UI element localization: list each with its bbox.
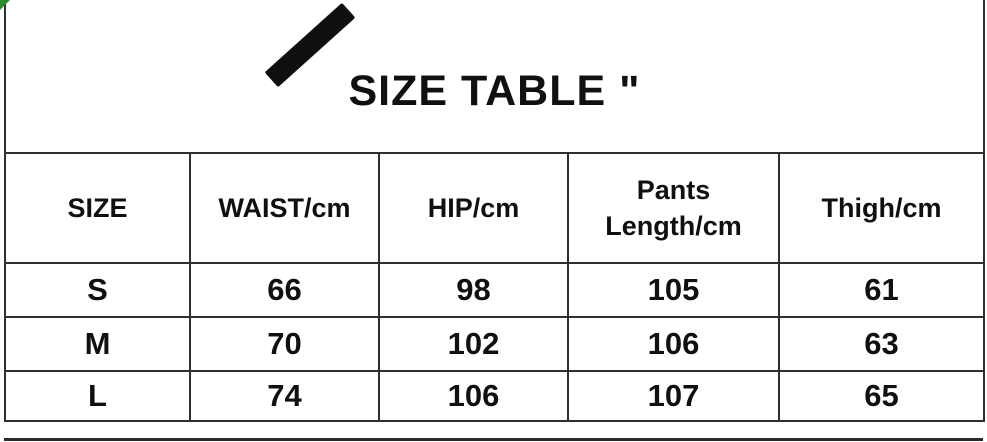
corner-accent-triangle xyxy=(0,0,10,10)
cell-size: L xyxy=(4,370,191,422)
cell-pants-length: 105 xyxy=(567,262,780,318)
cell-size: M xyxy=(4,316,191,372)
column-header-hip: HIP/cm xyxy=(378,152,569,264)
cell-thigh: 61 xyxy=(778,262,985,318)
column-header-waist: WAIST/cm xyxy=(189,152,380,264)
cell-hip: 106 xyxy=(378,370,569,422)
size-table: SIZE TABLE " SIZE WAIST/cm HIP/cm Pants … xyxy=(4,0,985,422)
cell-waist: 70 xyxy=(189,316,380,372)
table-row-s: S 66 98 105 61 xyxy=(4,262,985,318)
table-row-m: M 70 102 106 63 xyxy=(4,316,985,372)
column-header-thigh: Thigh/cm xyxy=(778,152,985,264)
column-header-row: SIZE WAIST/cm HIP/cm Pants Length/cm Thi… xyxy=(4,152,985,264)
cell-thigh: 63 xyxy=(778,316,985,372)
pen-stroke-icon xyxy=(264,2,356,88)
bottom-frame-line xyxy=(4,438,983,441)
cell-pants-length: 106 xyxy=(567,316,780,372)
column-header-size: SIZE xyxy=(4,152,191,264)
column-header-pants-length: Pants Length/cm xyxy=(567,152,780,264)
title-cell: SIZE TABLE " xyxy=(4,0,985,154)
cell-waist: 66 xyxy=(189,262,380,318)
cell-hip: 98 xyxy=(378,262,569,318)
cell-hip: 102 xyxy=(378,316,569,372)
cell-thigh: 65 xyxy=(778,370,985,422)
cell-waist: 74 xyxy=(189,370,380,422)
page-title: SIZE TABLE " xyxy=(348,67,641,115)
cell-size: S xyxy=(4,262,191,318)
table-row-l: L 74 106 107 65 xyxy=(4,370,985,422)
title-row: SIZE TABLE " xyxy=(4,0,985,154)
cell-pants-length: 107 xyxy=(567,370,780,422)
